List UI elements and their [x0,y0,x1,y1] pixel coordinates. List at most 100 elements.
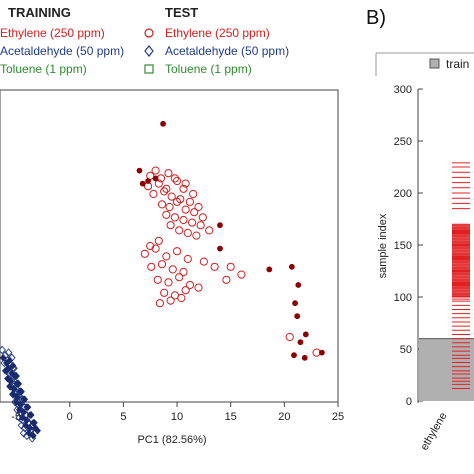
pca-point-ethylene-training [295,282,302,288]
pca-point-ethylene-training [297,339,304,346]
pca-point-ethylene-test [155,299,164,308]
legend-test-acetaldehyde-marker [144,45,154,57]
train-region [419,338,474,401]
pca-point-ethylene-test [166,296,175,305]
pca-point-ethylene-test [170,213,180,222]
pca-point-acetaldehyde-training [13,379,21,388]
pca-point-ethylene-training [288,263,295,270]
pca-point-acetaldehyde-training [20,395,28,404]
pca-point-ethylene-test [167,192,176,201]
pca-point-ethylene-test [179,267,188,277]
pca-point-ethylene-test [194,283,203,292]
pca-point-ethylene-test [140,249,149,258]
pca-point-acetaldehyde-training [23,403,31,412]
pca-point-ethylene-training [319,349,325,356]
pca-point-acetaldehyde-training [29,418,37,427]
pca-point-ethylene-test [177,293,186,303]
pca-point-ethylene-test [187,218,197,227]
pca-point-acetaldehyde-training [12,398,20,406]
pca-point-ethylene-test [154,179,163,188]
legend-training-ethylene: Ethylene (250 ppm) [0,26,105,40]
sample-index-tick-label: 250 [394,136,412,148]
pca-point-acetaldehyde-test [0,345,6,355]
pca-point-ethylene-test [172,247,182,256]
legend-test-toluene: Toluene (1 ppm) [165,62,252,76]
category-label-ethylene: ethylene [418,411,449,453]
pca-x-tick-label: 10 [171,411,183,423]
pca-point-acetaldehyde-training [6,356,14,365]
pca-point-ethylene-test [149,189,158,199]
pca-point-acetaldehyde-training [32,424,39,432]
pca-point-ethylene-test [172,176,182,186]
pca-point-acetaldehyde-test [4,348,13,357]
pca-point-ethylene-test [164,278,173,287]
pca-point-ethylene-test [185,197,195,206]
pca-point-ethylene-test [179,184,188,193]
pca-point-ethylene-training [145,178,151,184]
sample-index-tick-label: 100 [394,292,412,304]
pca-plot-frame [0,89,339,403]
pca-point-ethylene-test [146,241,155,251]
pca-point-ethylene-test [179,215,188,225]
pca-x-tick-label: 15 [225,411,237,423]
sample-index-tick-label: 50 [400,344,412,356]
pca-point-ethylene-test [175,226,184,235]
pca-point-acetaldehyde-training [22,421,30,430]
pca-point-acetaldehyde-training [26,411,34,419]
legend-test-ethylene: Ethylene (250 ppm) [165,26,270,40]
pca-point-acetaldehyde-training [9,390,17,399]
pca-point-ethylene-training [136,167,143,174]
pca-point-ethylene-test [183,228,192,238]
pca-x-tick-label: 0 [67,411,73,423]
pca-point-ethylene-test [154,236,163,245]
legend-training-acetaldehyde: Acetaldehyde (50 ppm) [0,44,124,58]
panel-b-legend-train-swatch [429,58,440,69]
pca-point-ethylene-test [160,187,169,196]
pca-point-ethylene-test [157,200,167,209]
pca-point-ethylene-test [226,262,235,271]
pca-point-ethylene-test [170,174,180,183]
pca-point-acetaldehyde-test [19,428,28,438]
pca-point-ethylene-training [217,222,223,229]
pca-point-acetaldehyde-training [0,353,7,362]
pca-point-ethylene-test [222,275,231,284]
pca-x-axis-label: PC1 (82.56%) [137,434,206,446]
sample-index-tick-label: 150 [394,240,412,252]
pca-point-ethylene-test [160,288,169,297]
pca-point-acetaldehyde-training [16,387,24,396]
pca-point-ethylene-test [147,262,156,271]
pca-point-ethylene-test [162,210,171,219]
sample-index-y-label: sample index [377,213,389,278]
pca-point-ethylene-test [194,202,203,212]
sample-index-tick-label: 300 [394,84,412,96]
panel-b-label: B) [366,7,386,29]
pca-point-ethylene-training [217,245,223,252]
pca-point-ethylene-test [285,332,294,342]
pca-point-ethylene-test [168,265,177,274]
pca-point-acetaldehyde-training [29,431,37,440]
legend-training-header: TRAINING [8,5,71,20]
pca-point-ethylene-test [181,286,190,295]
pca-point-ethylene-test [153,275,162,284]
pca-point-acetaldehyde-training [9,361,17,370]
pca-point-ethylene-test [199,257,208,266]
pca-point-acetaldehyde-training [15,405,23,414]
pca-point-ethylene-test [183,254,192,264]
pca-point-ethylene-training [152,175,159,182]
pca-point-ethylene-test [196,221,205,230]
pca-point-ethylene-test [162,252,171,261]
sample-index-plot: 0 50 100 150 200 250 300 sample index ethylene [377,84,474,453]
legend-training-toluene: Toluene (1 ppm) [0,62,87,76]
pca-point-ethylene-test [192,231,201,240]
pca-point-ethylene-training [301,354,308,361]
pca-point-ethylene-test [237,270,246,279]
pca-point-ethylene-test [165,202,174,212]
legend-test-header: TEST [165,5,198,20]
pca-point-acetaldehyde-training [5,364,12,373]
pca-point-ethylene-test [210,262,219,271]
pca-point-ethylene-training [294,313,301,320]
pca-point-ethylene-test [157,260,167,269]
pca-x-tick-label: 20 [278,411,290,423]
pca-point-ethylene-test [172,197,182,206]
